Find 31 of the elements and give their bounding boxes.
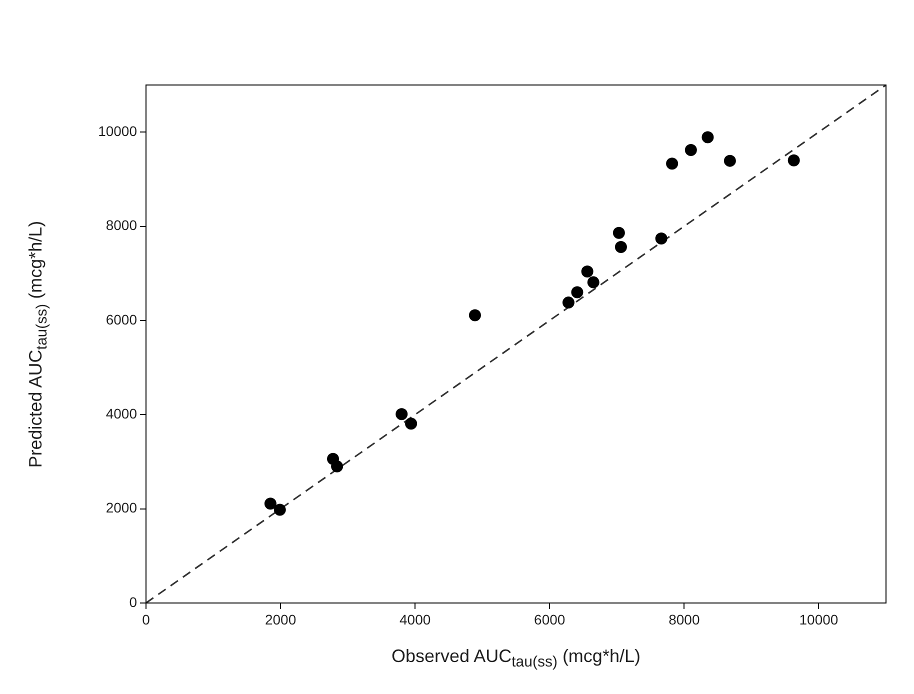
point bbox=[655, 232, 668, 245]
point bbox=[405, 418, 418, 430]
point bbox=[264, 498, 276, 510]
x-tick-label: 8000 bbox=[668, 611, 700, 628]
x-axis-title: Observed AUC$_{tau(ss)}$ (mcg*h/L) bbox=[390, 646, 642, 671]
point bbox=[612, 226, 625, 239]
point bbox=[562, 296, 574, 309]
y-tick-label: 4000 bbox=[106, 405, 138, 422]
y-tick-label: 10000 bbox=[98, 122, 138, 139]
point bbox=[331, 460, 344, 472]
point bbox=[581, 265, 594, 278]
y-tick-label: 6000 bbox=[106, 311, 138, 328]
point bbox=[702, 131, 714, 144]
point bbox=[666, 158, 678, 170]
x-tick-label: 4000 bbox=[400, 611, 431, 628]
y-tick-label: 0 bbox=[129, 594, 138, 610]
y-tick-label: 8000 bbox=[106, 217, 138, 234]
x-tick-label: 0 bbox=[142, 611, 150, 628]
point bbox=[587, 276, 600, 288]
point bbox=[724, 154, 736, 167]
y-tick-label: 2000 bbox=[106, 500, 138, 516]
point bbox=[571, 286, 584, 298]
x-tick-label: 6000 bbox=[534, 611, 566, 628]
point bbox=[684, 144, 697, 156]
point bbox=[396, 408, 408, 420]
point bbox=[468, 309, 481, 322]
point bbox=[788, 154, 800, 166]
point bbox=[274, 504, 286, 516]
point bbox=[614, 240, 627, 253]
x-tick-label: 2000 bbox=[264, 611, 296, 628]
x-tick-label: 10000 bbox=[799, 611, 838, 628]
